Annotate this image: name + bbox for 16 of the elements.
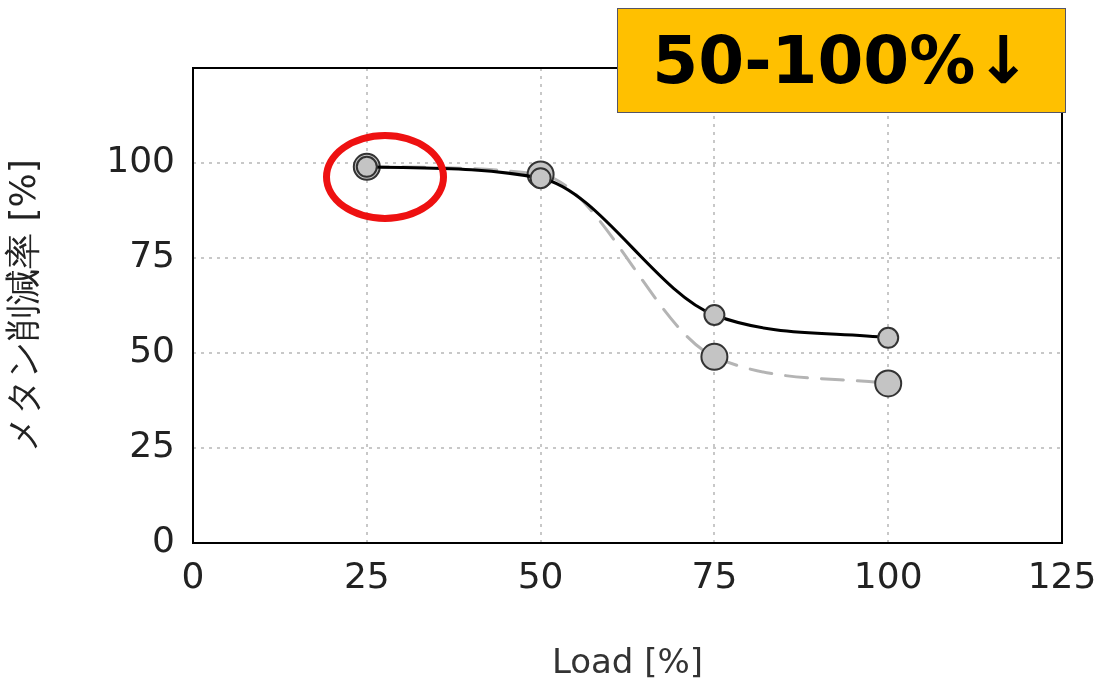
y-tick-label: 100 [106, 139, 175, 181]
y-axis-title: メタン削減率 [%] [1, 159, 43, 452]
x-tick-label: 125 [1027, 554, 1097, 596]
x-tick-label: 50 [517, 554, 564, 596]
x-tick-label: 0 [181, 554, 205, 596]
annotation: 50-100%↓ [617, 8, 1066, 113]
x-tick-label: 25 [343, 554, 390, 596]
point [874, 369, 903, 398]
y-tick-label: 50 [129, 329, 175, 371]
y-tick-label: 75 [129, 234, 175, 276]
x-tick-label: 100 [853, 554, 923, 596]
x-axis-title: Load [%] [551, 641, 704, 682]
y-tick-label: 0 [152, 519, 175, 561]
y-tick-label: 25 [129, 424, 175, 466]
point [700, 342, 729, 371]
x-tick-label: 75 [691, 554, 738, 596]
